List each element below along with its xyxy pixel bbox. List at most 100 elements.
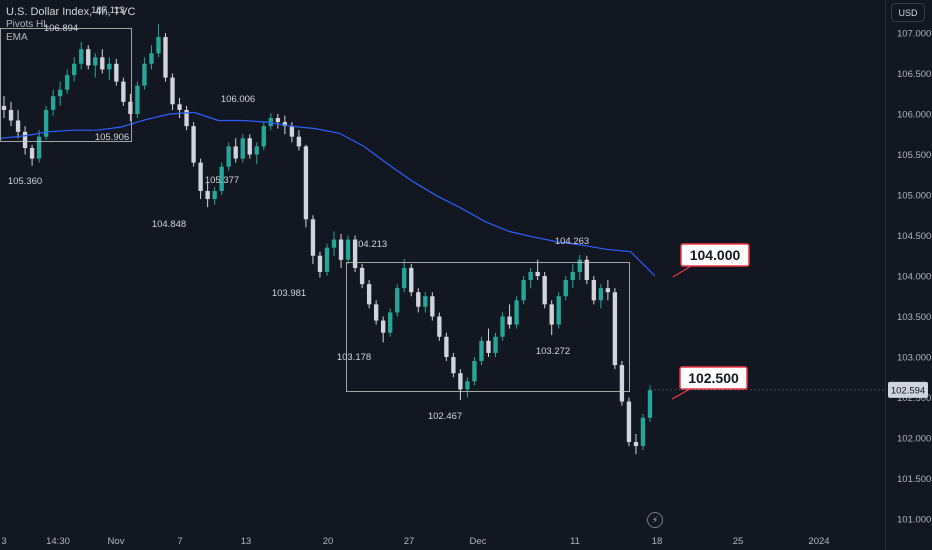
x-tick-label: 13	[241, 536, 252, 547]
candle-body	[388, 312, 393, 333]
pivot-label: 103.272	[536, 346, 570, 357]
candle-body	[416, 292, 421, 307]
candle-body	[324, 247, 330, 272]
y-tick-label: 103.500	[897, 312, 931, 323]
candle-body	[577, 259, 582, 272]
candle-body	[451, 357, 456, 374]
candle-body	[86, 49, 91, 66]
candle-body	[8, 109, 14, 121]
y-tick-label: 106.000	[897, 110, 931, 121]
candle-body	[212, 190, 217, 200]
candle-body	[43, 109, 49, 137]
candle-body	[465, 381, 470, 390]
y-tick-label: 105.500	[897, 150, 931, 161]
price-callout: 104.000	[672, 243, 750, 278]
candles	[1, 24, 653, 455]
y-tick-label: 103.000	[897, 353, 931, 364]
candle-body	[612, 292, 618, 366]
candle-body	[542, 276, 547, 305]
indicator-pivots-label[interactable]: Pivots HL	[6, 19, 49, 30]
callout-label: 102.500	[688, 370, 739, 386]
candle-body	[359, 267, 365, 285]
candle-body	[275, 118, 281, 123]
candle-body	[584, 259, 589, 281]
candle-body	[65, 75, 70, 90]
x-tick-label: 7	[177, 536, 182, 547]
candle-body	[556, 296, 561, 325]
candle-body	[282, 122, 288, 127]
lightning-icon[interactable]: ⚡	[647, 512, 663, 528]
candle-body	[247, 138, 252, 155]
candle-body	[591, 280, 597, 301]
candle-body	[409, 267, 414, 293]
candle-body	[163, 37, 168, 78]
y-tick-label: 101.000	[897, 515, 931, 526]
candle-body	[128, 101, 133, 114]
candle-body	[619, 365, 625, 402]
candle-body	[233, 146, 238, 159]
pivot-label: 103.981	[272, 288, 306, 299]
candle-body	[268, 118, 274, 127]
candle-body	[135, 85, 140, 114]
candle-body	[500, 316, 505, 337]
candle-body	[1, 105, 7, 110]
candle-body	[549, 304, 554, 325]
callout-label: 104.000	[690, 247, 741, 263]
x-tick-label: 2024	[808, 536, 829, 547]
candle-body	[29, 148, 35, 159]
candle-body	[261, 126, 266, 147]
candle-body	[430, 296, 435, 317]
candle-body	[317, 255, 323, 272]
currency-button[interactable]: USD	[891, 3, 925, 22]
candle-body	[528, 271, 533, 281]
x-tick-label: Dec	[470, 536, 487, 547]
x-tick-label: 18	[652, 536, 663, 547]
candle-body	[444, 336, 449, 357]
candle-body	[338, 239, 344, 260]
pivot-label: 102.467	[428, 411, 462, 422]
chart-title: U.S. Dollar Index, 4h, TVC	[6, 6, 136, 18]
pivot-label: 104.263	[555, 236, 589, 247]
candle-body	[79, 49, 84, 64]
y-tick-label: 106.500	[897, 69, 931, 80]
candle-body	[507, 316, 512, 325]
candle-body	[598, 288, 604, 301]
candle-body	[366, 284, 372, 305]
candle-body	[177, 104, 182, 110]
candle-body	[170, 77, 175, 105]
y-tick-label: 102.000	[897, 434, 931, 445]
candle-body	[479, 340, 484, 362]
candle-body	[395, 288, 400, 313]
candle-body	[240, 138, 245, 159]
x-tick-label: 14:30	[46, 536, 70, 547]
candle-body	[605, 288, 611, 293]
candle-body	[633, 442, 639, 447]
candle-body	[149, 53, 154, 64]
pivot-label: 105.377	[205, 175, 239, 186]
current-price-tag	[888, 381, 928, 398]
range-box-2	[346, 262, 630, 392]
indicator-ema-label[interactable]: EMA	[6, 32, 28, 43]
pivot-label: 104.848	[152, 219, 186, 230]
callout-pointer	[672, 265, 692, 278]
candle-body	[205, 190, 210, 200]
candle-body	[303, 146, 309, 220]
candle-body	[352, 239, 358, 268]
x-tick-label: 25	[733, 536, 744, 547]
candle-body	[57, 89, 63, 97]
candle-body	[437, 316, 442, 337]
candle-body	[458, 373, 463, 390]
pivot-label: 106.894	[44, 23, 78, 34]
y-tick-label: 107.000	[897, 29, 931, 40]
candle-body	[226, 146, 231, 167]
candle-body	[493, 336, 498, 353]
price-callout: 102.500	[671, 366, 748, 400]
candle-body	[254, 146, 259, 155]
candle-body	[486, 340, 491, 353]
candle-body	[296, 136, 302, 147]
candle-body	[36, 136, 42, 159]
candle-body	[647, 390, 653, 418]
candle-body	[22, 131, 28, 149]
callout-box	[679, 366, 748, 390]
